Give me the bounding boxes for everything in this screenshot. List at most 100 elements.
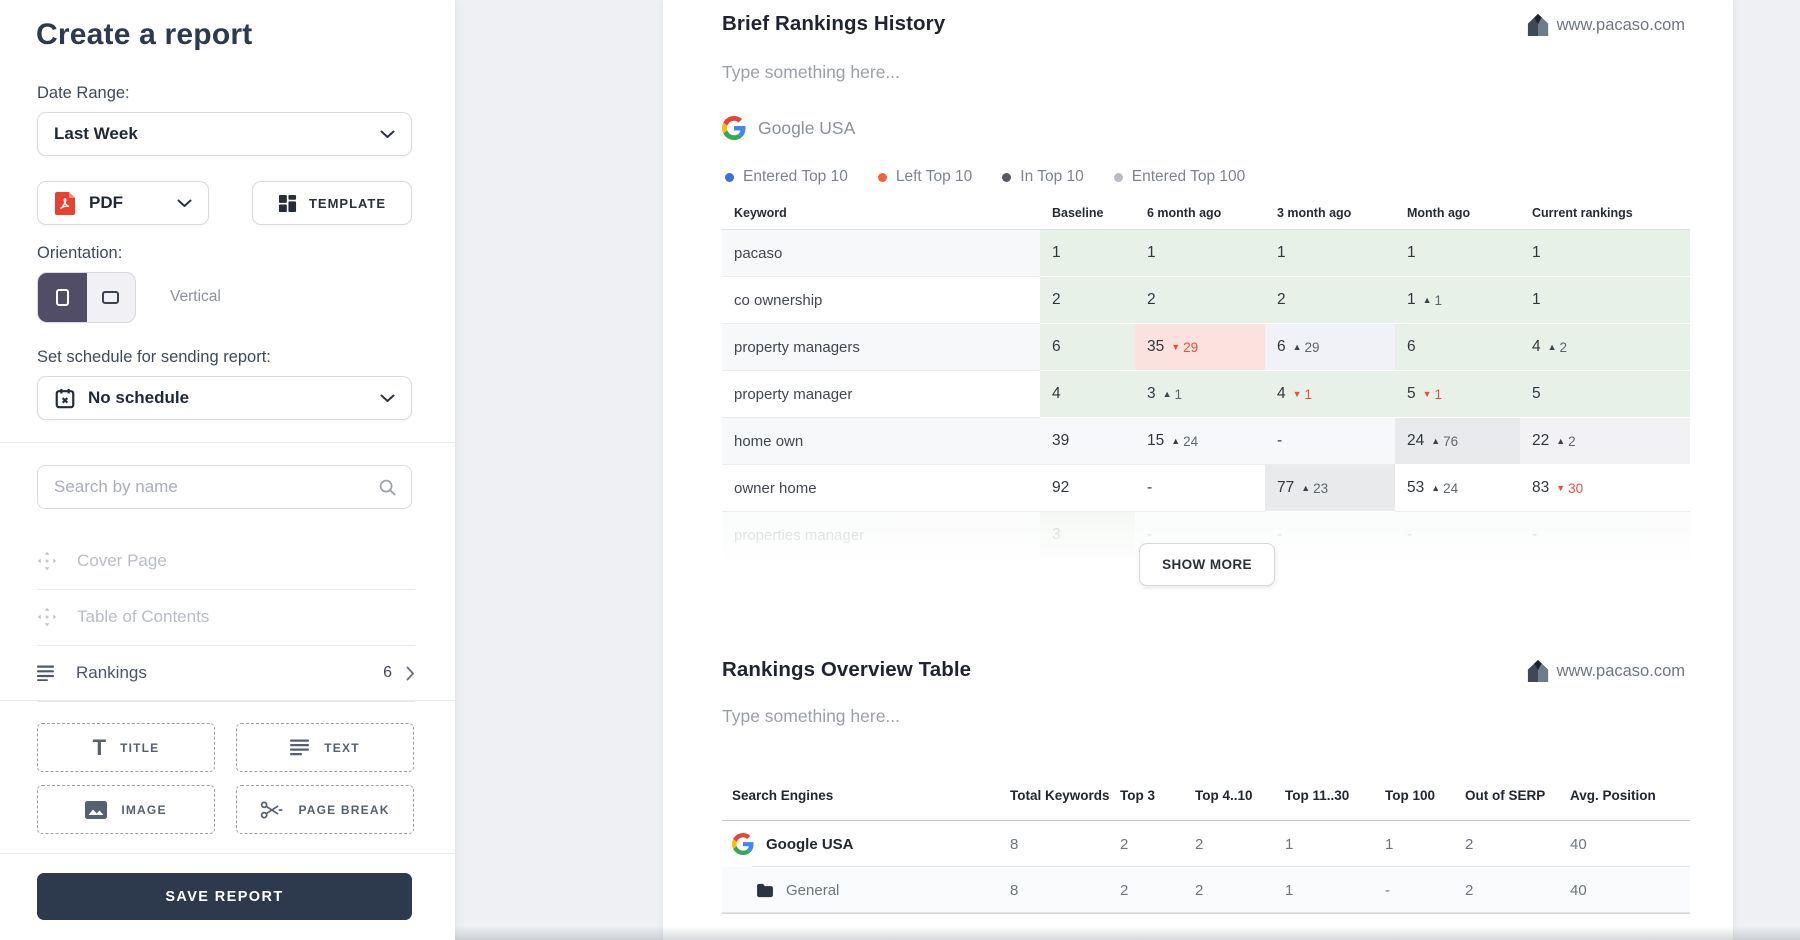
- sidebar-item-cover-page[interactable]: Cover Page: [37, 533, 415, 590]
- page-break-icon: [260, 799, 285, 821]
- rank-value: -: [1147, 479, 1153, 496]
- rank-cell: 1: [1265, 230, 1395, 277]
- rank-cell: 53 ▲ 24: [1395, 465, 1520, 512]
- history-table-body: pacaso 1 1 1 1 1 co ownership 2 2 2 1 ▲ 1 1 property m…: [722, 230, 1690, 559]
- rank-cell: 1 ▲ 1: [1395, 277, 1520, 324]
- drag-move-icon: [37, 551, 57, 571]
- history-table-header: Keyword Baseline 6 month ago 3 month ago Mon…: [722, 196, 1690, 230]
- rank-value: 1: [1407, 291, 1416, 308]
- widget-label: IMAGE: [121, 802, 167, 817]
- rank-value: 1: [1277, 244, 1286, 261]
- rank-delta: ▲ 2: [1548, 340, 1567, 355]
- section-description-placeholder[interactable]: Type something here...: [722, 706, 901, 726]
- delta-value: 29: [1304, 339, 1320, 355]
- add-page-break-button[interactable]: PAGE BREAK: [236, 785, 414, 834]
- widget-label: TITLE: [120, 740, 160, 755]
- search-input[interactable]: [52, 476, 378, 498]
- overview-column-header: Top 11..30: [1285, 788, 1350, 803]
- schedule-select[interactable]: No schedule: [37, 376, 412, 420]
- rank-cell: 3: [1040, 512, 1135, 559]
- overview-column-header: Avg. Position: [1570, 788, 1656, 803]
- rank-cell: -: [1265, 418, 1395, 465]
- save-report-button[interactable]: SAVE REPORT: [37, 873, 412, 920]
- rank-value: 24: [1407, 432, 1425, 449]
- template-button[interactable]: TEMPLATE: [252, 181, 412, 225]
- sidebar-item-table-of-contents[interactable]: Table of Contents: [37, 589, 415, 646]
- format-value: PDF: [89, 193, 123, 212]
- show-more-label: SHOW MORE: [1162, 557, 1252, 572]
- add-image-button[interactable]: IMAGE: [37, 785, 215, 834]
- history-column-header: 3 month ago: [1277, 205, 1352, 220]
- row-divider: [722, 912, 1690, 913]
- keyword-cell: owner home: [722, 465, 1040, 512]
- rank-cell: -: [1265, 512, 1395, 559]
- legend: Entered Top 10 Left Top 10 In Top 10 Entere…: [725, 168, 1245, 186]
- pdf-file-icon: [54, 191, 77, 216]
- rank-value: 22: [1532, 432, 1550, 449]
- rankings-overview-table: Search Engines Total Keywords Top 3 Top 4..…: [722, 772, 1690, 914]
- add-title-button[interactable]: T TITLE: [37, 723, 215, 772]
- rank-delta: ▼ 1: [1423, 387, 1442, 402]
- rank-value: 53: [1407, 479, 1425, 496]
- horizontal-page-icon: [101, 290, 120, 305]
- orientation-horizontal-button[interactable]: [87, 273, 136, 322]
- page-title: Create a report: [36, 18, 253, 51]
- schedule-label: Set schedule for sending report:: [37, 348, 271, 366]
- rank-value: 1: [1532, 291, 1541, 308]
- keyword-cell: property managers: [722, 324, 1040, 371]
- legend-item: Entered Top 10: [725, 168, 848, 186]
- rank-cell: 1: [1135, 230, 1265, 277]
- chevron-right-icon[interactable]: [406, 666, 415, 681]
- rank-value: 77: [1277, 479, 1295, 496]
- section-description-placeholder[interactable]: Type something here...: [722, 62, 901, 82]
- keyword-cell: properties manager: [722, 512, 1040, 559]
- rank-cell: 4 ▼ 1: [1265, 371, 1395, 418]
- delta-value: 2: [1559, 339, 1568, 355]
- rank-delta: ▼ 29: [1171, 340, 1198, 355]
- show-more-button[interactable]: SHOW MORE: [1139, 543, 1275, 586]
- search-engine-cell: General: [722, 867, 1000, 913]
- metric-cell: 8: [1010, 881, 1019, 899]
- rank-delta: ▼ 1: [1293, 387, 1312, 402]
- rank-cell: 5 ▼ 1: [1395, 371, 1520, 418]
- rank-value: 1: [1052, 244, 1061, 261]
- orientation-vertical-button[interactable]: [38, 273, 87, 322]
- metric-cell: 2: [1195, 881, 1204, 899]
- arrow-down-icon: ▼: [1171, 341, 1181, 352]
- arrow-down-icon: ▼: [1556, 482, 1566, 493]
- rank-delta: ▼ 30: [1556, 481, 1583, 496]
- rank-value: -: [1407, 526, 1413, 543]
- overview-table-header: Search Engines Total Keywords Top 3 Top 4..…: [722, 772, 1690, 821]
- metric-cell: 40: [1570, 835, 1587, 853]
- save-report-label: SAVE REPORT: [165, 888, 284, 905]
- delta-value: 23: [1313, 480, 1329, 496]
- search-icon: [378, 478, 397, 497]
- engine-name: Google USA: [766, 835, 854, 853]
- rank-cell: 5: [1520, 371, 1690, 418]
- report-preview-card: Brief Rankings History www.pacaso.com Ty…: [663, 0, 1733, 940]
- rank-value: 4: [1052, 385, 1061, 402]
- rankings-count-badge: 6: [383, 664, 392, 681]
- vertical-page-icon: [55, 288, 70, 307]
- folder-icon: [756, 883, 774, 898]
- legend-item: Left Top 10: [877, 168, 972, 186]
- rank-value: -: [1277, 526, 1283, 543]
- legend-item: In Top 10: [1002, 168, 1084, 186]
- sidebar-item-rankings[interactable]: Rankings 6: [37, 645, 415, 702]
- rank-cell: 24 ▲ 76: [1395, 418, 1520, 465]
- rank-delta: ▲ 76: [1431, 434, 1458, 449]
- legend-dot-icon: [1113, 172, 1123, 182]
- overview-column-header: Out of SERP: [1465, 788, 1546, 803]
- rank-value: 1: [1147, 244, 1156, 261]
- format-select[interactable]: PDF: [37, 181, 209, 225]
- search-box[interactable]: [37, 465, 412, 509]
- orientation-toggle[interactable]: [37, 272, 136, 323]
- legend-dot-icon: [1002, 172, 1012, 182]
- rank-cell: 1: [1040, 230, 1135, 277]
- metric-cell: 1: [1285, 881, 1294, 899]
- date-range-select[interactable]: Last Week: [37, 112, 412, 156]
- widget-label: TEXT: [324, 740, 360, 755]
- rank-value: 5: [1407, 385, 1416, 402]
- add-text-button[interactable]: TEXT: [236, 723, 414, 772]
